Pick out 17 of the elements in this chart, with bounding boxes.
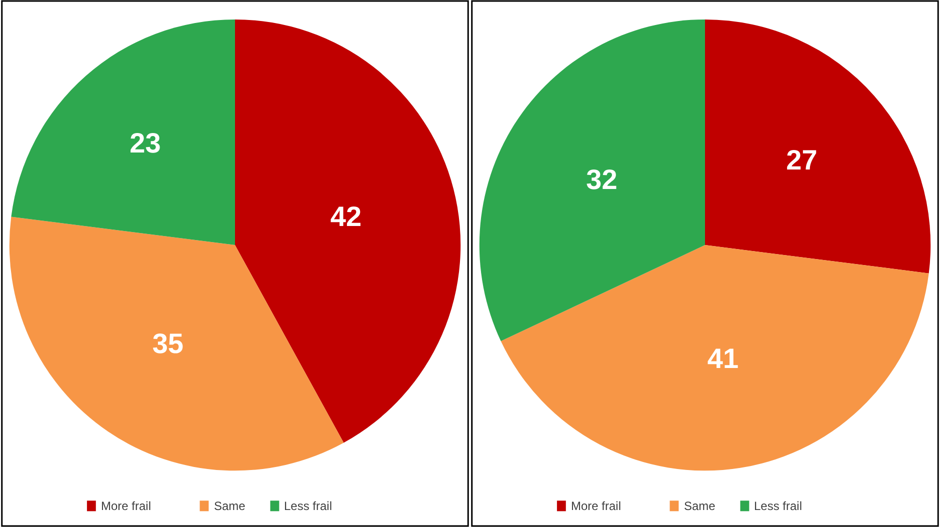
data-label: 42 <box>330 201 362 232</box>
data-label: 32 <box>586 164 618 196</box>
legend-label: More frail <box>101 499 152 513</box>
legend-label: More frail <box>571 499 622 513</box>
pie-slice <box>235 19 460 443</box>
data-label: 41 <box>707 343 739 374</box>
data-label: 27 <box>786 144 818 176</box>
pie-slice <box>500 245 929 471</box>
legend-label: Same <box>214 499 246 513</box>
legend-label: Less frail <box>754 499 802 513</box>
pie-slice <box>11 19 235 246</box>
data-label: 35 <box>152 328 184 360</box>
legend-label: Less frail <box>284 499 332 513</box>
data-label: 23 <box>130 128 161 159</box>
legend-label: Same <box>684 499 716 513</box>
pie-slice <box>480 19 705 342</box>
pie-slice <box>705 19 931 274</box>
